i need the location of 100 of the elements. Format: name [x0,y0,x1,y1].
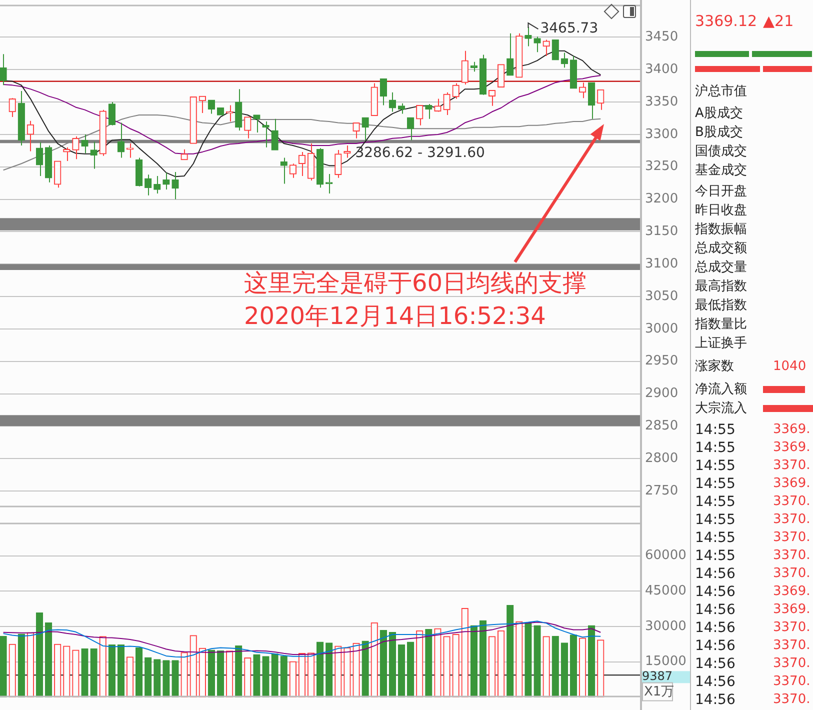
text: 上证换手 [695,336,747,352]
text: ▲21 [763,11,794,31]
bar [172,660,179,698]
bar [0,636,7,698]
candlestick [542,39,550,57]
text: 14:56 [695,584,736,600]
bar [36,612,44,698]
bar [406,642,414,698]
candlestick [516,32,523,78]
candlestick [479,54,487,95]
bar [90,648,98,698]
bar [108,644,116,698]
candlestick [8,98,16,118]
candlestick [54,160,62,188]
candlestick [72,136,80,160]
y-tick-label: 45000 [645,584,686,599]
candlestick [380,78,387,106]
candlestick [416,104,424,126]
candlestick [36,142,44,176]
candlestick [63,146,70,162]
candlestick [90,141,98,170]
bar [388,632,396,698]
text: 3370. [773,674,810,690]
bar [280,656,288,698]
text: 基金成交 [695,163,747,179]
candlestick [99,109,106,156]
y-axis-title: X1万 [644,684,674,700]
bar [81,648,88,698]
text: 3370. [773,512,810,528]
candlestick [570,56,578,89]
bar [253,654,260,698]
candlestick [280,157,288,184]
y-tick-label: 2950 [645,354,678,369]
ref-line-label: 9387 [642,669,673,684]
candlestick [135,157,143,186]
text: 14:56 [695,674,736,690]
y-tick-label: 3300 [645,126,678,142]
text: 14:55 [695,530,736,546]
text: 昨日收盘 [695,203,747,219]
bar [534,625,541,698]
annotation: 3465.73 [540,20,598,37]
text: 3370. [773,566,810,582]
text: 14:55 [695,476,736,492]
candlestick [235,88,242,132]
candlestick [588,82,596,120]
text: 14:55 [695,512,736,528]
text: 3370. [773,692,810,708]
bar [470,625,478,698]
candlestick [461,50,468,86]
candlestick [597,89,604,110]
bar [144,657,152,698]
text: B股成交 [695,125,743,141]
bar [398,644,406,698]
y-tick-label: 3350 [645,94,678,110]
candlestick [506,32,514,76]
bar [380,630,387,698]
text: 总成交量 [695,260,747,276]
y-tick-label: 30000 [645,618,686,634]
y-tick-label: 3000 [645,321,678,336]
candlestick [316,148,324,188]
candlestick [253,114,260,134]
text: 指数振幅 [695,222,747,238]
bar [552,636,559,698]
text: 14:55 [695,440,736,456]
bar [154,659,161,698]
y-tick-label: 2750 [645,483,678,498]
text: 3369. [773,422,810,438]
text: 14:55 [695,458,736,474]
candlestick [271,118,278,150]
text: 14:56 [695,620,736,636]
bar [570,634,578,698]
candlestick [162,172,170,190]
bar [18,634,25,698]
candlestick [244,116,252,139]
text: 3370. [773,458,810,474]
annotation: 2020年12月14日16:52:34 [244,301,546,331]
text: 3370. [773,656,810,672]
y-tick-label: 15000 [645,654,686,670]
text: 14:56 [695,656,736,672]
text: 14:56 [695,566,736,582]
candlestick [334,150,342,178]
y-tick-label: 2850 [645,418,678,434]
bar [316,642,324,698]
text: 1040 [773,359,806,375]
candlestick [307,143,315,181]
y-tick-label: 3200 [645,192,678,207]
bar [208,650,216,698]
candlestick [154,175,161,194]
candlestick [0,54,7,86]
candlestick [18,90,25,146]
text: 3370. [773,530,810,546]
text: 3369. [773,584,810,600]
bar [479,620,487,698]
candlestick [452,82,460,100]
text: A股成交 [695,106,743,122]
bar [235,645,242,698]
y-tick-label: 3100 [645,256,678,272]
y-tick-label: 2800 [645,450,678,466]
bar [425,628,432,698]
text: 最高指数 [695,279,747,295]
